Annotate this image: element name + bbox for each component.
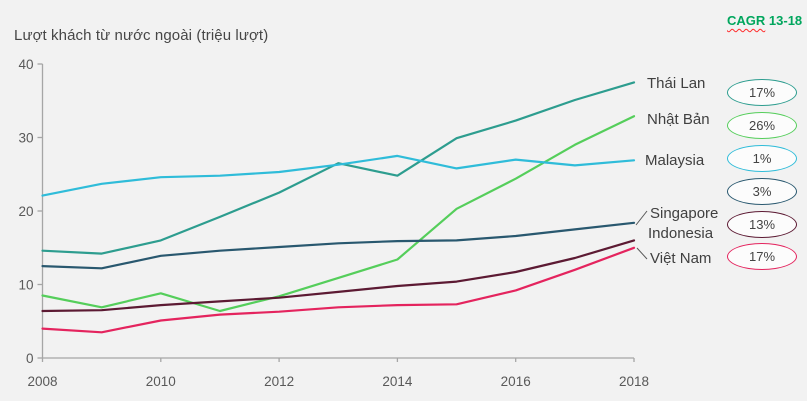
series-label-viet-nam: Việt Nam	[650, 250, 712, 267]
cagr-period-text: 13-18	[768, 13, 803, 28]
cagr-badge-viet-nam: 17%	[727, 243, 797, 270]
cagr-column-header: CAGR 13-18	[727, 13, 802, 28]
series-label-thai-lan: Thái Lan	[647, 75, 706, 92]
series-label-nhat-ban: Nhật Bản	[647, 111, 710, 128]
cagr-badge-thai-lan: 17%	[727, 79, 797, 106]
vietnam-label-connector	[636, 247, 648, 260]
series-label-malaysia: Malaysia	[645, 152, 705, 169]
line-malaysia	[41, 154, 636, 197]
cagr-word: CAGR	[727, 13, 766, 28]
x-tick-label: 2018	[619, 374, 649, 389]
chart-title: Lượt khách từ nước ngoài (triệu lượt)	[14, 27, 269, 44]
cagr-badge-indonesia: 13%	[727, 211, 797, 238]
x-tick-label: 2008	[27, 374, 57, 389]
line-indonesia	[41, 239, 636, 313]
x-tick-label: 2016	[501, 374, 531, 389]
axes: 0 10 20 30 40 2008 2010 2012 2014 2016 2018	[18, 57, 649, 389]
cagr-badge-nhat-ban: 26%	[727, 112, 797, 139]
cagr-badge-malaysia: 1%	[727, 145, 797, 172]
line-nhat-ban	[41, 115, 636, 313]
series-label-indonesia: Indonesia	[648, 225, 714, 242]
line-thai-lan	[41, 81, 636, 255]
series-label-singapore: Singapore	[650, 205, 719, 222]
x-tick-label: 2012	[264, 374, 294, 389]
y-tick-label: 30	[18, 131, 33, 146]
line-singapore	[41, 221, 636, 270]
y-tick-label: 20	[18, 204, 33, 219]
cagr-badge-singapore: 3%	[727, 178, 797, 205]
x-tick-label: 2014	[382, 374, 413, 389]
series-lines	[41, 81, 636, 334]
singapore-label-connector	[635, 210, 648, 226]
y-tick-label: 40	[18, 57, 33, 72]
line-viet-nam	[41, 246, 636, 334]
y-tick-label: 0	[26, 351, 34, 366]
y-tick-label: 10	[18, 278, 33, 293]
x-tick-label: 2010	[146, 374, 176, 389]
